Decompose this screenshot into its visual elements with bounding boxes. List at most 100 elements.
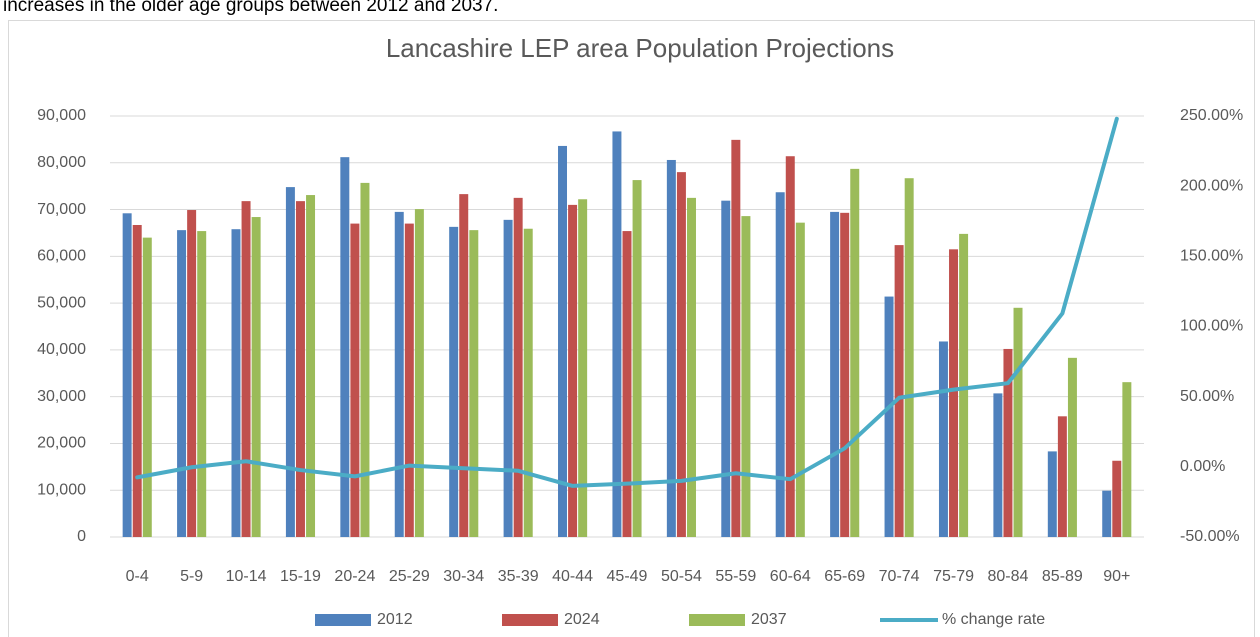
y-tick-label: 50,000 [37, 294, 86, 311]
legend-label: % change rate [942, 611, 1045, 628]
legend-swatch [502, 614, 558, 626]
y2-tick-label: 200.00% [1180, 177, 1243, 194]
y2-tick-label: -50.00% [1180, 528, 1240, 545]
legend-swatch [689, 614, 745, 626]
x-tick-label: 45-49 [607, 568, 648, 585]
bar [241, 201, 251, 537]
bar [1112, 460, 1122, 537]
legend-swatch [315, 614, 371, 626]
bar [721, 200, 731, 537]
bar [295, 201, 305, 537]
bar [132, 224, 142, 537]
bar [360, 182, 370, 538]
bar [187, 210, 197, 538]
x-tick-label: 35-39 [498, 568, 539, 585]
y-tick-label: 70,000 [37, 201, 86, 218]
y2-tick-label: 50.00% [1180, 388, 1234, 405]
y2-tick-label: 100.00% [1180, 318, 1243, 335]
bar [938, 341, 948, 537]
bar [1122, 382, 1132, 537]
bar [513, 197, 523, 537]
y-tick-label: 0 [77, 528, 86, 545]
bar [949, 249, 959, 538]
x-tick-label: 0-4 [126, 568, 149, 585]
bar [1003, 348, 1013, 537]
y2-tick-label: 250.00% [1180, 107, 1243, 124]
x-tick-label: 10-14 [226, 568, 267, 585]
bar [959, 233, 969, 537]
bar [1057, 416, 1067, 537]
bar [177, 230, 187, 538]
x-tick-label: 30-34 [443, 568, 484, 585]
x-tick-label: 70-74 [879, 568, 920, 585]
legend-label: 2037 [751, 611, 787, 628]
y-tick-label: 90,000 [37, 107, 86, 124]
y-tick-label: 60,000 [37, 248, 86, 265]
x-tick-label: 80-84 [987, 568, 1028, 585]
bar [231, 229, 241, 538]
bar [795, 222, 805, 538]
bar [840, 212, 850, 537]
bar [404, 223, 414, 538]
x-tick-label: 20-24 [334, 568, 375, 585]
bar [741, 216, 751, 538]
bar [612, 131, 622, 538]
bar [350, 223, 360, 538]
bar [830, 211, 840, 537]
x-tick-label: 65-69 [824, 568, 865, 585]
bar [884, 296, 894, 537]
bar [632, 180, 642, 537]
bar [394, 211, 404, 537]
bar [1102, 490, 1112, 537]
x-tick-label: 60-64 [770, 568, 811, 585]
line [135, 116, 1119, 488]
bar [523, 228, 533, 538]
x-tick-label: 15-19 [280, 568, 321, 585]
y-tick-label: 20,000 [37, 435, 86, 452]
bar [285, 187, 295, 537]
bar [904, 178, 914, 537]
intro-text: increases in the older age groups betwee… [3, 0, 498, 16]
x-tick-label: 40-44 [552, 568, 593, 585]
x-tick-label: 5-9 [180, 568, 203, 585]
bar [1013, 307, 1023, 537]
bar [785, 156, 795, 537]
bar [414, 209, 424, 538]
bar [686, 197, 696, 537]
bar [122, 213, 132, 537]
bar [894, 245, 904, 537]
legend-label: 2012 [377, 611, 413, 628]
bar [578, 199, 588, 537]
bar [142, 237, 152, 537]
bar [459, 194, 469, 537]
bar [775, 192, 785, 537]
x-tick-label: 90+ [1103, 568, 1130, 585]
chart-border [8, 20, 1255, 637]
chart-title: Lancashire LEP area Population Projectio… [386, 33, 894, 63]
legend-label: 2024 [564, 611, 600, 628]
x-tick-label: 75-79 [933, 568, 974, 585]
bar [558, 145, 568, 537]
bar [1067, 357, 1077, 537]
bar [993, 393, 1003, 537]
bar [568, 204, 578, 537]
x-tick-label: 25-29 [389, 568, 430, 585]
bar [197, 231, 207, 537]
bar [731, 139, 741, 537]
bar [622, 231, 632, 537]
bar [1047, 451, 1057, 537]
y-tick-label: 10,000 [37, 481, 86, 498]
bar [503, 219, 513, 537]
bar [850, 168, 860, 537]
y2-tick-label: 0.00% [1180, 458, 1225, 475]
x-tick-label: 85-89 [1042, 568, 1083, 585]
x-tick-label: 50-54 [661, 568, 702, 585]
y2-tick-label: 150.00% [1180, 248, 1243, 265]
x-tick-label: 55-59 [715, 568, 756, 585]
bar [306, 195, 316, 537]
y-tick-label: 30,000 [37, 388, 86, 405]
y-tick-label: 80,000 [37, 154, 86, 171]
bar [340, 157, 350, 538]
